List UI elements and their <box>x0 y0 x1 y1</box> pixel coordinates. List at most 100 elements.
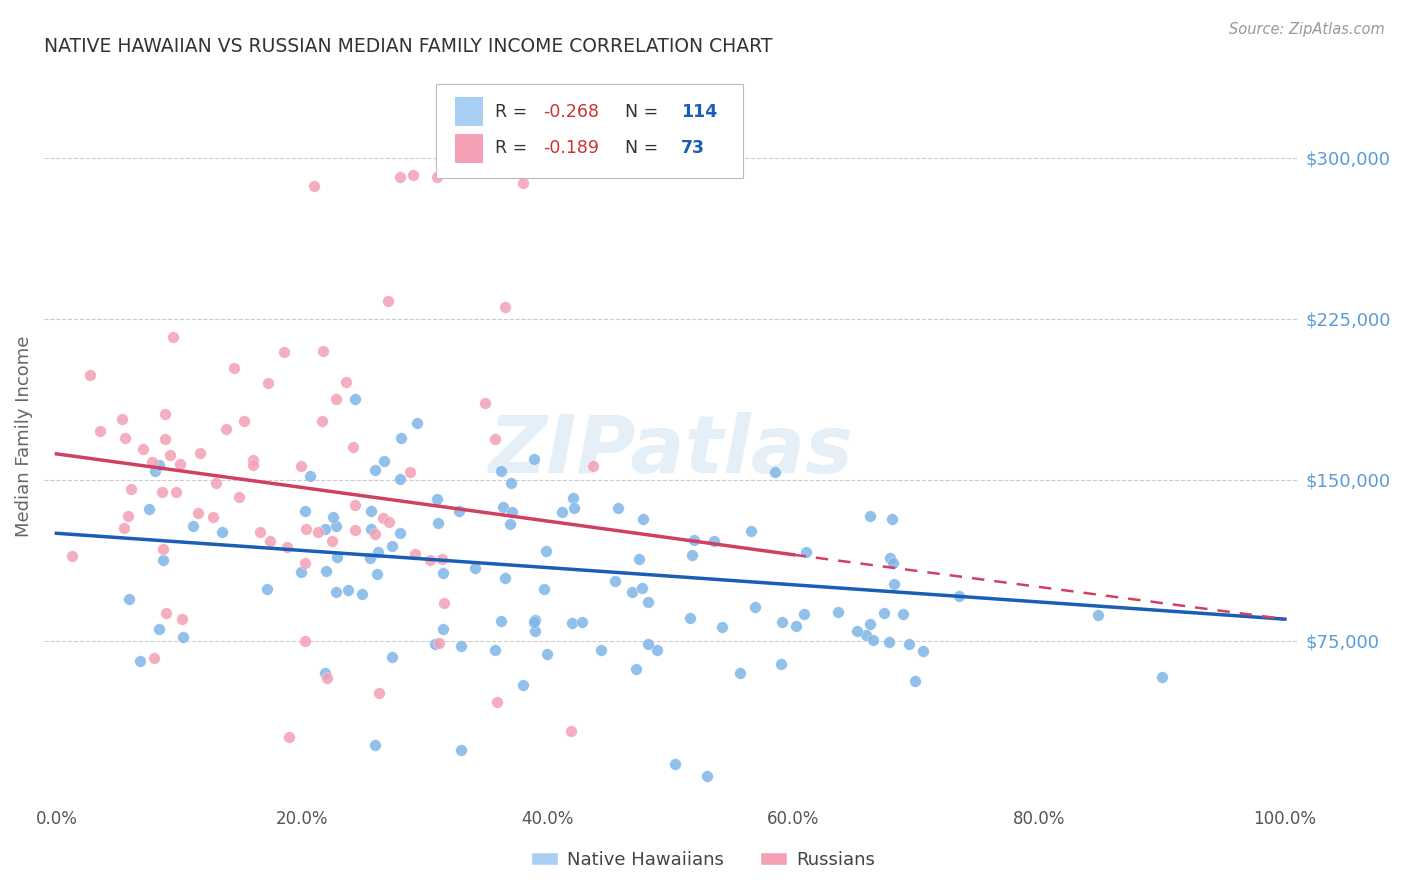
Point <box>377 515 399 529</box>
Point <box>360 504 382 518</box>
Point <box>637 637 659 651</box>
Point <box>389 169 412 184</box>
Point <box>172 630 194 644</box>
Point <box>631 512 654 526</box>
Point <box>620 585 643 599</box>
Point <box>181 519 204 533</box>
Point <box>343 523 366 537</box>
Point <box>152 541 174 556</box>
Point <box>359 550 381 565</box>
Text: R =: R = <box>495 139 533 157</box>
Point <box>637 594 659 608</box>
Point <box>371 511 394 525</box>
Point <box>388 472 411 486</box>
Point <box>325 392 347 406</box>
Point <box>228 491 250 505</box>
Point <box>337 582 360 597</box>
FancyBboxPatch shape <box>436 84 744 178</box>
Point <box>314 666 336 681</box>
Y-axis label: Median Family Income: Median Family Income <box>15 336 32 537</box>
Point <box>877 634 900 648</box>
Point <box>845 624 868 638</box>
Point <box>855 628 877 642</box>
Point <box>257 376 280 391</box>
Point <box>560 723 582 738</box>
Point <box>315 671 337 685</box>
Point <box>533 582 555 597</box>
Point <box>911 644 934 658</box>
Point <box>380 539 402 553</box>
Point <box>290 459 312 474</box>
Point <box>360 522 382 536</box>
Point <box>352 587 374 601</box>
Point <box>484 642 506 657</box>
Point <box>522 615 544 629</box>
Point <box>793 607 815 622</box>
Point <box>770 615 793 629</box>
Point <box>188 446 211 460</box>
Point <box>294 556 316 570</box>
Point <box>165 484 187 499</box>
Point <box>879 550 901 565</box>
Point <box>152 552 174 566</box>
Point <box>696 769 718 783</box>
Point <box>948 590 970 604</box>
Point <box>703 533 725 548</box>
Point <box>242 458 264 473</box>
Point <box>401 168 423 182</box>
Point <box>322 510 344 524</box>
Point <box>170 612 193 626</box>
Point <box>344 392 367 407</box>
Text: -0.189: -0.189 <box>543 139 599 157</box>
Point <box>711 620 734 634</box>
Point <box>512 678 534 692</box>
Point <box>155 407 177 421</box>
Point <box>232 414 254 428</box>
Point <box>249 525 271 540</box>
Point <box>631 581 654 595</box>
Legend: Native Hawaiians, Russians: Native Hawaiians, Russians <box>524 844 882 876</box>
Point <box>389 431 412 445</box>
Point <box>131 442 153 456</box>
Point <box>770 657 793 671</box>
Point <box>304 178 326 193</box>
Point <box>141 455 163 469</box>
Point <box>201 509 224 524</box>
Point <box>464 561 486 575</box>
Text: Source: ZipAtlas.com: Source: ZipAtlas.com <box>1229 22 1385 37</box>
Point <box>891 607 914 621</box>
Point <box>785 619 807 633</box>
Point <box>314 522 336 536</box>
Point <box>425 637 447 651</box>
Point <box>256 582 278 596</box>
Text: N =: N = <box>614 139 664 157</box>
Point <box>278 730 301 744</box>
Point <box>607 500 630 515</box>
Point <box>89 424 111 438</box>
Point <box>205 475 228 490</box>
Point <box>827 605 849 619</box>
Point <box>128 654 150 668</box>
Point <box>143 651 166 665</box>
Point <box>561 616 583 631</box>
Point <box>763 466 786 480</box>
Point <box>120 482 142 496</box>
Point <box>523 451 546 466</box>
Point <box>524 614 547 628</box>
Point <box>377 294 399 309</box>
Point <box>1152 671 1174 685</box>
Point <box>298 468 321 483</box>
Point <box>294 522 316 536</box>
Point <box>683 533 706 547</box>
Point <box>276 541 298 555</box>
Point <box>681 549 703 563</box>
Point <box>499 476 522 491</box>
Point <box>373 454 395 468</box>
Point <box>187 506 209 520</box>
Point <box>534 544 557 558</box>
Point <box>273 345 295 359</box>
Point <box>155 606 177 620</box>
Point <box>679 611 702 625</box>
Point <box>486 694 509 708</box>
Point <box>364 527 387 541</box>
